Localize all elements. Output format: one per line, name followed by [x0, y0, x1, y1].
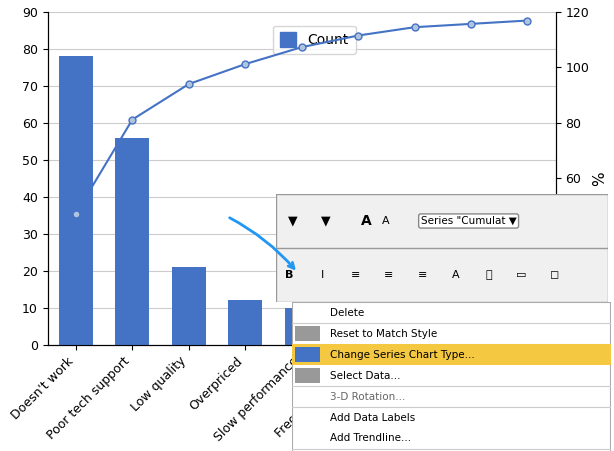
- Text: ≡: ≡: [418, 270, 427, 280]
- Bar: [295, 347, 321, 362]
- Text: ◻: ◻: [550, 270, 559, 280]
- Text: Delete: Delete: [330, 308, 364, 318]
- Text: Series "Cumulat ▼: Series "Cumulat ▼: [421, 216, 516, 226]
- Bar: [285, 308, 319, 345]
- Bar: [454, 337, 488, 345]
- Bar: [341, 319, 375, 345]
- Bar: [228, 300, 262, 345]
- Text: ≡: ≡: [351, 270, 360, 280]
- Bar: [295, 368, 321, 383]
- Text: Reset to Match Style: Reset to Match Style: [330, 329, 437, 339]
- Y-axis label: %: %: [592, 171, 607, 186]
- Bar: [172, 267, 206, 345]
- Bar: [510, 337, 545, 345]
- Text: ▭: ▭: [516, 270, 527, 280]
- Bar: [115, 138, 149, 345]
- Text: A: A: [382, 216, 389, 226]
- Legend: Count: Count: [273, 26, 356, 54]
- Text: ▼: ▼: [321, 215, 331, 227]
- Bar: [292, 344, 611, 365]
- Text: A: A: [451, 270, 459, 280]
- Text: B: B: [286, 270, 293, 280]
- Text: ≡: ≡: [384, 270, 394, 280]
- Text: Select Data...: Select Data...: [330, 371, 400, 381]
- Text: A: A: [360, 214, 371, 228]
- Text: 🖌: 🖌: [485, 270, 492, 280]
- Text: 3-D Rotation...: 3-D Rotation...: [330, 391, 405, 401]
- Text: Add Data Labels: Add Data Labels: [330, 413, 415, 423]
- Text: ▼: ▼: [288, 215, 298, 227]
- Text: Change Series Chart Type...: Change Series Chart Type...: [330, 350, 475, 359]
- Bar: [295, 327, 321, 341]
- Bar: [59, 56, 93, 345]
- Text: Add Trendline...: Add Trendline...: [330, 433, 411, 443]
- Text: I: I: [321, 270, 324, 280]
- Bar: [398, 327, 432, 345]
